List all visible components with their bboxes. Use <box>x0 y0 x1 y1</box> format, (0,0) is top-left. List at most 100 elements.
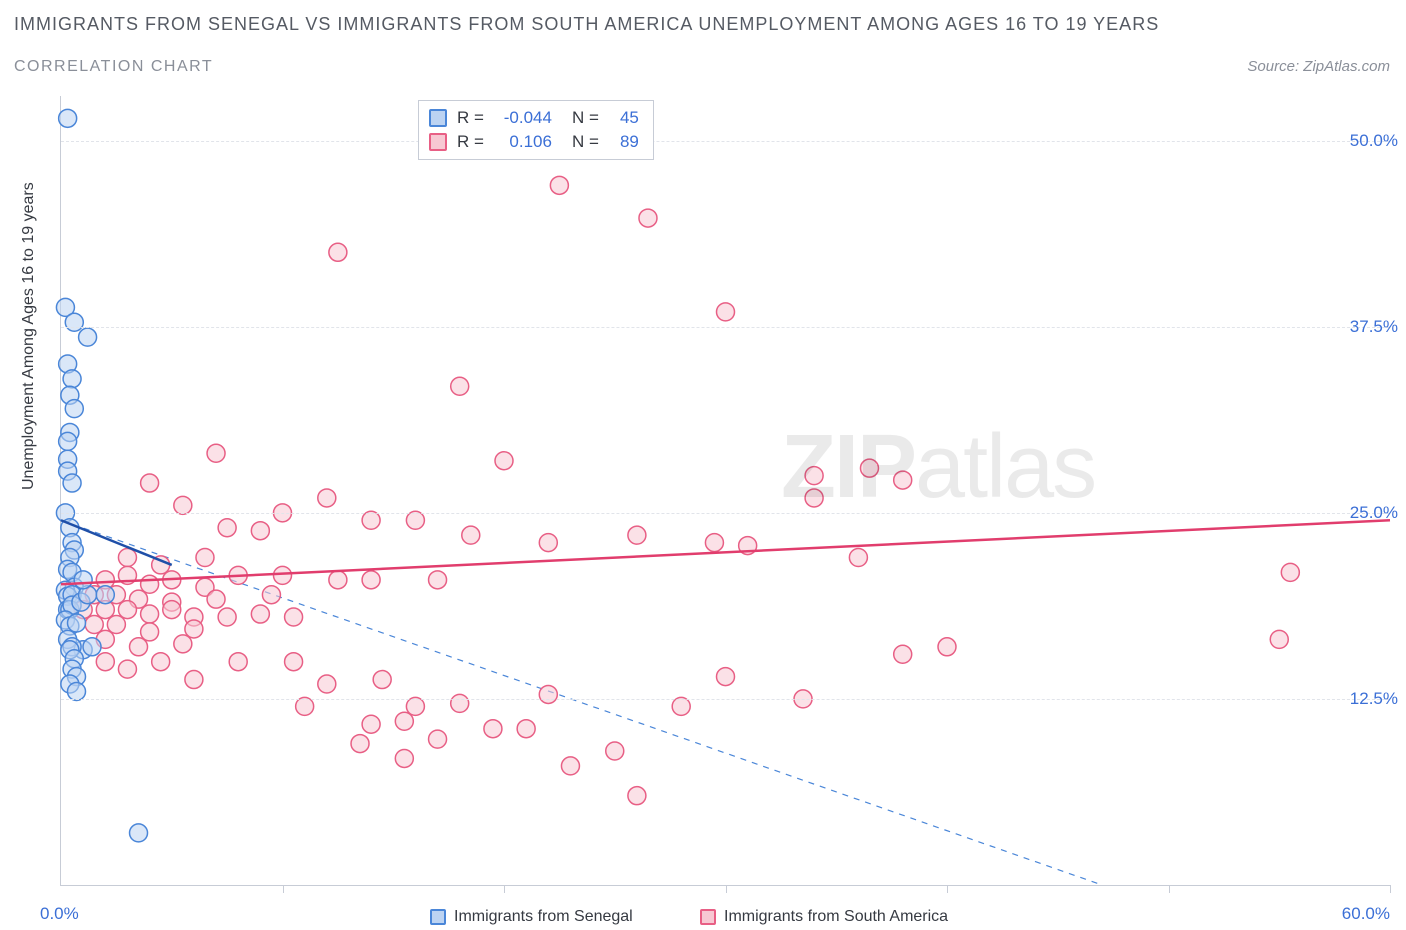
point-south <box>805 467 823 485</box>
y-axis-title: Unemployment Among Ages 16 to 19 years <box>20 182 38 490</box>
n-value-south: 89 <box>609 131 639 153</box>
legend-swatch-icon <box>430 909 446 925</box>
point-south <box>406 511 424 529</box>
point-south <box>174 496 192 514</box>
source-prefix: Source: <box>1247 58 1303 75</box>
y-tick-label: 25.0% <box>1350 503 1398 523</box>
point-south <box>141 474 159 492</box>
point-south <box>85 615 103 633</box>
point-south <box>141 605 159 623</box>
point-south <box>395 712 413 730</box>
point-south <box>130 638 148 656</box>
point-senegal <box>130 824 148 842</box>
point-south <box>329 571 347 589</box>
point-south <box>561 757 579 775</box>
point-south <box>517 720 535 738</box>
point-south <box>894 645 912 663</box>
r-label: R = <box>457 131 484 153</box>
point-south <box>218 519 236 537</box>
point-south <box>185 620 203 638</box>
point-south <box>362 571 380 589</box>
point-south <box>285 608 303 626</box>
point-south <box>251 605 269 623</box>
point-south <box>539 534 557 552</box>
point-south <box>495 452 513 470</box>
point-south <box>373 671 391 689</box>
point-senegal <box>96 586 114 604</box>
scatter-plot-area: ZIPatlas <box>60 96 1390 886</box>
point-south <box>163 601 181 619</box>
x-tick <box>504 885 505 893</box>
point-south <box>174 635 192 653</box>
point-south <box>894 471 912 489</box>
point-south <box>262 586 280 604</box>
point-south <box>717 303 735 321</box>
chart-subtitle: CORRELATION CHART <box>14 58 213 76</box>
point-south <box>251 522 269 540</box>
point-south <box>207 590 225 608</box>
point-south <box>550 176 568 194</box>
point-south <box>1270 630 1288 648</box>
point-south <box>639 209 657 227</box>
point-south <box>395 749 413 767</box>
point-south <box>207 444 225 462</box>
point-south <box>351 735 369 753</box>
point-south <box>329 243 347 261</box>
point-south <box>628 526 646 544</box>
y-tick-label: 50.0% <box>1350 131 1398 151</box>
legend-swatch-senegal <box>429 109 447 127</box>
n-label: N = <box>572 107 599 129</box>
point-senegal <box>65 313 83 331</box>
point-south <box>462 526 480 544</box>
point-south <box>484 720 502 738</box>
point-south <box>539 685 557 703</box>
point-south <box>406 697 424 715</box>
x-axis-origin-label: 0.0% <box>40 904 79 924</box>
legend-swatch-south <box>429 133 447 151</box>
x-tick <box>947 885 948 893</box>
point-south <box>274 566 292 584</box>
point-south <box>318 489 336 507</box>
point-south <box>717 668 735 686</box>
point-senegal <box>59 432 77 450</box>
y-tick-label: 37.5% <box>1350 317 1398 337</box>
x-tick <box>1390 885 1391 893</box>
gridline-h <box>61 327 1390 328</box>
point-south <box>628 787 646 805</box>
point-south <box>96 653 114 671</box>
point-south <box>705 534 723 552</box>
x-tick <box>283 885 284 893</box>
stats-row-senegal: R = -0.044 N = 45 <box>429 107 639 129</box>
n-value-senegal: 45 <box>609 107 639 129</box>
point-south <box>152 653 170 671</box>
legend-item-senegal: Immigrants from Senegal <box>430 908 633 926</box>
point-south <box>606 742 624 760</box>
correlation-stats-box: R = -0.044 N = 45 R = 0.106 N = 89 <box>418 100 654 160</box>
point-south <box>118 660 136 678</box>
source-attribution: Source: ZipAtlas.com <box>1247 58 1390 75</box>
point-south <box>429 730 447 748</box>
point-south <box>362 511 380 529</box>
y-tick-label: 12.5% <box>1350 689 1398 709</box>
point-senegal <box>83 638 101 656</box>
chart-title: IMMIGRANTS FROM SENEGAL VS IMMIGRANTS FR… <box>14 14 1159 35</box>
point-south <box>118 548 136 566</box>
point-south <box>107 615 125 633</box>
point-senegal <box>59 109 77 127</box>
gridline-h <box>61 141 1390 142</box>
point-senegal <box>79 328 97 346</box>
point-south <box>196 548 214 566</box>
point-senegal <box>68 682 86 700</box>
x-tick <box>726 885 727 893</box>
legend-swatch-icon <box>700 909 716 925</box>
n-label: N = <box>572 131 599 153</box>
point-south <box>805 489 823 507</box>
gridline-h <box>61 513 1390 514</box>
x-tick <box>1169 885 1170 893</box>
point-south <box>285 653 303 671</box>
point-south <box>849 548 867 566</box>
trend-extension-senegal <box>61 520 1102 885</box>
source-link[interactable]: ZipAtlas.com <box>1303 58 1390 75</box>
point-south <box>860 459 878 477</box>
point-south <box>451 694 469 712</box>
